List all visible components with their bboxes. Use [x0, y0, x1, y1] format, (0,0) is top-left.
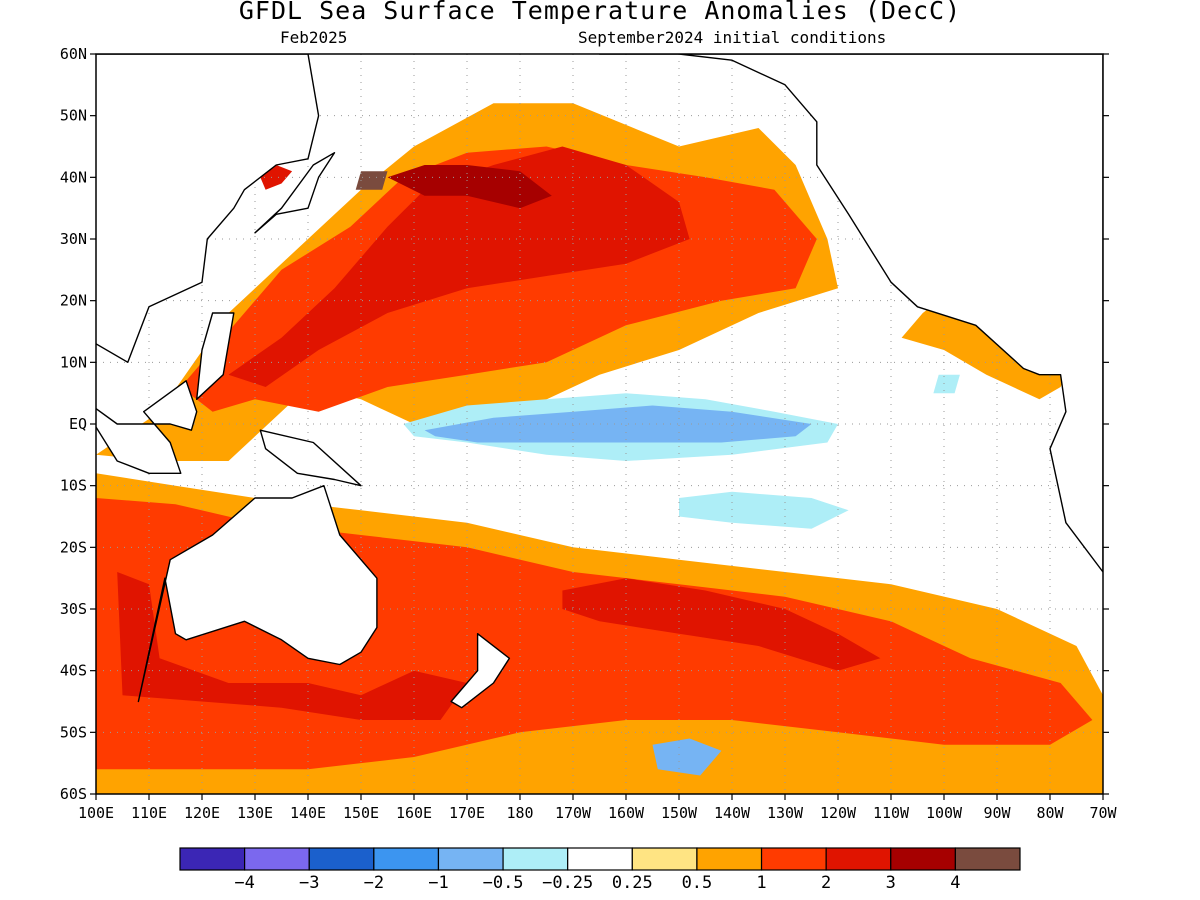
lon-tick-label: 110W: [873, 804, 910, 822]
colorbar-swatch: [437, 847, 504, 871]
lon-tick-label: 180: [506, 804, 533, 822]
colorbar-swatch: [179, 847, 246, 871]
land-outline-6: [450, 633, 511, 709]
colorbar-swatch: [631, 847, 698, 871]
forecast-month-label: Feb2025: [280, 28, 348, 47]
colorbar-label: −3: [299, 873, 319, 893]
colorbar-label: 2: [821, 873, 831, 893]
lat-tick-label: 10S: [60, 477, 87, 495]
lat-tick-label: 60S: [60, 785, 87, 803]
lat-tick-label: 10N: [60, 353, 87, 371]
lat-tick-label: 50S: [60, 723, 87, 741]
anomaly-region-2: [228, 146, 690, 387]
lon-tick-label: 170W: [555, 804, 592, 822]
lon-tick-label: 150W: [661, 804, 698, 822]
lon-tick-label: 100E: [78, 804, 114, 822]
lon-tick-label: 140W: [714, 804, 751, 822]
colorbar-label: 1: [756, 873, 766, 893]
anomaly-region-15: [933, 374, 960, 394]
colorbar-swatch: [244, 847, 310, 871]
colorbar-label: 3: [886, 873, 896, 893]
colorbar-label: −0.25: [542, 873, 593, 893]
anomaly-region-14: [679, 491, 849, 529]
anomaly-region-10: [562, 578, 881, 671]
colorbar-swatch: [373, 847, 440, 871]
lat-tick-label: EQ: [69, 415, 87, 433]
lon-tick-label: 130E: [237, 804, 273, 822]
land-outline-5: [259, 429, 362, 487]
initial-conditions-label: September2024 initial conditions: [578, 28, 887, 47]
colorbar-swatch: [567, 847, 633, 871]
lon-tick-label: 70W: [1089, 804, 1117, 822]
lat-tick-label: 40S: [60, 662, 87, 680]
colorbar-label: 4: [950, 873, 960, 893]
anomaly-region-11: [117, 572, 467, 720]
lon-tick-label: 120W: [820, 804, 857, 822]
lon-tick-label: 80W: [1036, 804, 1064, 822]
lat-tick-label: 30S: [60, 600, 87, 618]
lon-tick-label: 170E: [449, 804, 485, 822]
land-outline-3: [195, 312, 235, 400]
lat-tick-label: 50N: [60, 107, 87, 125]
lon-tick-label: 120E: [184, 804, 220, 822]
colorbar-label: 0.5: [682, 873, 713, 893]
colorbar-swatch: [502, 847, 569, 871]
colorbar-swatch: [696, 847, 763, 871]
colorbar-label: −0.5: [483, 873, 524, 893]
land-outline-2: [254, 151, 336, 234]
colorbar-swatch: [954, 847, 1021, 871]
lat-tick-label: 40N: [60, 168, 87, 186]
land-outline-7: [598, 54, 1103, 573]
lon-tick-label: 150E: [343, 804, 379, 822]
colorbar-label: 0.25: [612, 873, 653, 893]
map-title: GFDL Sea Surface Temperature Anomalies (…: [238, 0, 962, 25]
anomaly-region-13: [424, 405, 812, 443]
colorbar-label: −2: [364, 873, 384, 893]
colorbar-label: −4: [234, 873, 254, 893]
lon-tick-label: 90W: [983, 804, 1011, 822]
lon-tick-label: 130W: [767, 804, 804, 822]
lat-tick-label: 20N: [60, 292, 87, 310]
lon-tick-label: 140E: [290, 804, 326, 822]
colorbar-swatch: [760, 847, 827, 871]
lon-tick-label: 100W: [926, 804, 963, 822]
lon-tick-label: 110E: [131, 804, 167, 822]
lon-tick-label: 160E: [396, 804, 432, 822]
land-outline-0: [137, 485, 378, 703]
colorbar-swatch: [890, 847, 956, 871]
lat-tick-label: 30N: [60, 230, 87, 248]
anomaly-region-4: [355, 171, 388, 190]
colorbar-swatch: [308, 847, 375, 871]
anomaly-region-3: [387, 165, 552, 209]
lat-tick-label: 60N: [60, 45, 87, 63]
colorbar-label: −1: [428, 873, 448, 893]
lon-tick-label: 160W: [608, 804, 645, 822]
land-outline-4: [96, 380, 198, 474]
lat-tick-label: 20S: [60, 538, 87, 556]
land-outline-1: [96, 54, 320, 363]
anomaly-region-16: [652, 738, 722, 776]
colorbar-swatch: [825, 847, 892, 871]
